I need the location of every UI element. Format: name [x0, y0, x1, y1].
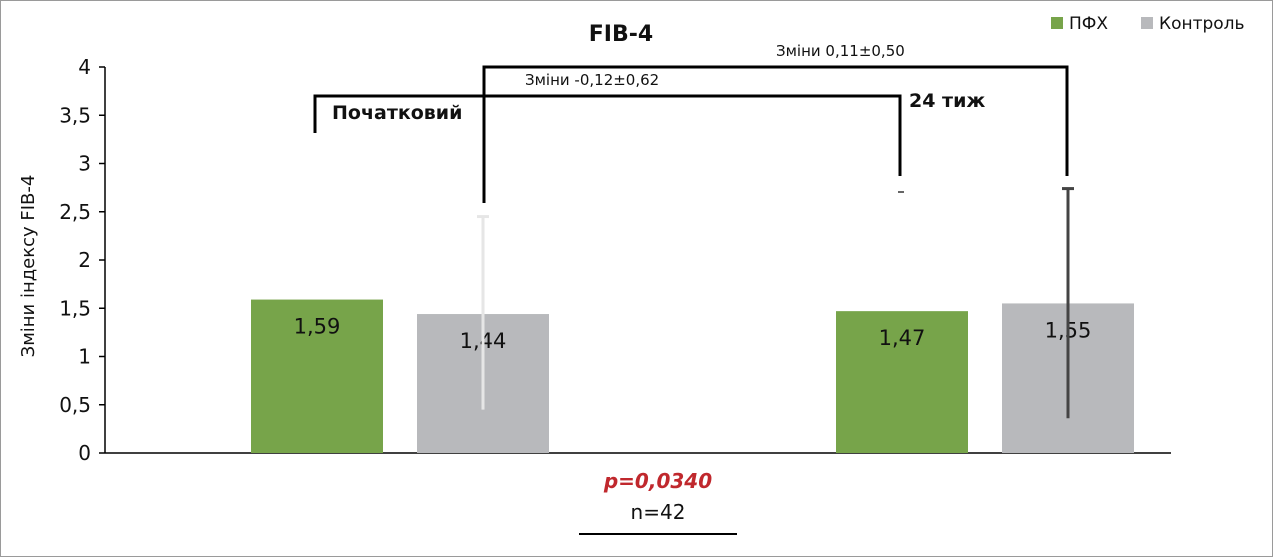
legend-label-pfx: ПФХ [1069, 14, 1108, 34]
p-value: p=0,0340 [603, 469, 712, 493]
y-tick-label: 2 [78, 248, 91, 272]
pfx-change-bracket [313, 94, 902, 176]
group-label-24w: 24 тиж [909, 90, 985, 112]
control-change-annotation: Зміни 0,11±0,50 [776, 42, 905, 60]
legend-swatch-control [1141, 17, 1153, 29]
error-bars [477, 187, 1074, 419]
sample-size: n=42 [631, 500, 686, 524]
y-tick-label: 3 [78, 152, 91, 176]
chart-title: FIB-4 [589, 22, 653, 47]
y-ticks: 0 0,5 1 1,5 2 2,5 3 3,5 4 [59, 55, 105, 465]
bars: 1,591,441,471,55 [251, 299, 1134, 453]
bar-value-label: 1,59 [294, 315, 341, 339]
y-axis-label: Зміни індексу FIB-4 [18, 175, 39, 358]
y-tick-label: 3,5 [59, 103, 91, 127]
group-label-baseline: Початковий [332, 102, 462, 124]
y-tick-label: 1 [78, 345, 91, 369]
y-tick-label: 0,5 [59, 393, 91, 417]
bar-value-label: 1,47 [879, 326, 926, 350]
legend-label-control: Контроль [1159, 14, 1245, 34]
y-tick-label: 4 [78, 55, 91, 79]
y-tick-label: 2,5 [59, 200, 91, 224]
bar-pfx-baseline [251, 299, 383, 453]
control-change-bracket [482, 65, 1069, 203]
legend: ПФХ Контроль [1051, 14, 1245, 34]
pfx-change-annotation: Зміни -0,12±0,62 [525, 71, 659, 89]
y-tick-label: 0 [78, 441, 91, 465]
bar-pfx-24w [836, 311, 968, 453]
legend-swatch-pfx [1051, 17, 1063, 29]
y-tick-label: 1,5 [59, 296, 91, 320]
